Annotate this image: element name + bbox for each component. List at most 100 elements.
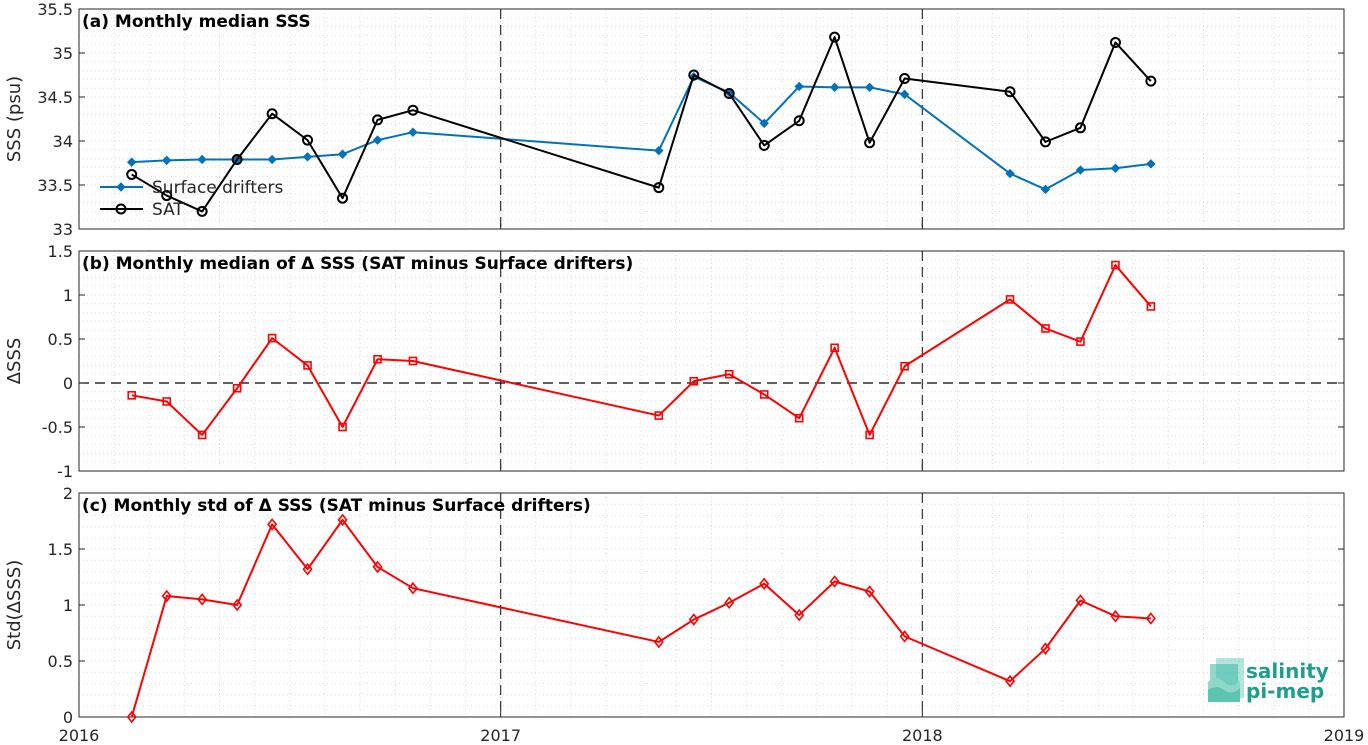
data-point (196, 205, 208, 217)
series-line (130, 518, 1151, 718)
x-tick-label: 2018 (902, 726, 943, 745)
data-point (865, 430, 874, 440)
data-point (864, 137, 876, 149)
data-point (1145, 75, 1157, 87)
salinity-pi-mep-logo-icon (1208, 658, 1244, 702)
data-point (1005, 295, 1015, 304)
data-point (337, 513, 348, 527)
data-point (197, 593, 208, 606)
data-point (302, 134, 314, 146)
y-tick-label: 0.5 (48, 330, 73, 349)
panel-c-monthly-std-delta-sss: 0 0.5 1 1.5 2 2016 2017 2018 2019 Std(ΔSSS) (c) Mo… (4, 484, 1364, 745)
data-point (303, 361, 312, 370)
y-tick-label: 34.5 (37, 88, 73, 107)
data-point (864, 82, 875, 93)
data-point (1074, 122, 1086, 134)
salinity-pi-mep-logo: salinity pi-mep (1208, 658, 1329, 703)
data-point (794, 413, 804, 423)
data-point (197, 154, 207, 165)
data-point (899, 630, 910, 643)
data-point (829, 575, 840, 588)
data-point (338, 422, 347, 432)
data-point (1146, 159, 1156, 169)
series-sat (126, 31, 1157, 217)
panel-title: (b) Monthly median of Δ SSS (SAT minus S… (82, 254, 633, 274)
y-tick-label: 1 (63, 286, 73, 305)
y-tick-label: 2 (63, 484, 73, 503)
data-point (1004, 86, 1016, 98)
y-tick-label: 1.5 (48, 540, 73, 559)
panel-title: (c) Monthly std of Δ SSS (SAT minus Surf… (82, 496, 591, 516)
logo-text-pi-mep: pi-mep (1246, 679, 1324, 703)
y-tick-label: 0.5 (48, 652, 73, 671)
data-point (1075, 165, 1086, 175)
panel-a-monthly-median-sss: 33 33.5 34 34.5 35 35.5 SSS (psu) (a) Monthly m… (4, 0, 1345, 239)
data-point (232, 383, 242, 393)
data-point (1039, 136, 1051, 148)
data-point (302, 562, 313, 576)
data-point (830, 343, 839, 353)
data-point (267, 154, 277, 165)
panel-title: (a) Monthly median SSS (82, 12, 311, 32)
data-point (1076, 337, 1085, 346)
data-point (372, 135, 383, 145)
logo-text-salinity: salinity (1246, 659, 1329, 683)
panel-b-monthly-median-delta-sss: -1 -0.5 0 0.5 1 1.5 ΔSSS (b) Monthly median of … (4, 242, 1345, 481)
data-point (1146, 302, 1156, 311)
data-point (899, 89, 910, 100)
data-point (1109, 36, 1121, 48)
y-tick-label: 33 (53, 220, 73, 239)
data-point (899, 73, 911, 85)
data-point (408, 127, 418, 137)
data-point (126, 710, 137, 724)
data-point (724, 596, 735, 610)
data-point (127, 391, 137, 400)
data-point (232, 598, 243, 612)
data-point (794, 608, 805, 622)
data-point (266, 108, 278, 120)
data-point (1111, 260, 1120, 270)
data-point (1005, 674, 1016, 688)
data-point (161, 589, 172, 603)
series-line (131, 264, 1152, 436)
legend-marker (116, 182, 126, 192)
legend-entry-label: Surface drifters (152, 178, 283, 198)
y-axis-label: SSS (psu) (4, 76, 25, 162)
data-point (654, 411, 664, 420)
plot-frame (78, 250, 1345, 472)
data-point (688, 69, 700, 81)
data-point (1005, 168, 1015, 179)
series-line (131, 36, 1152, 213)
data-point (162, 397, 172, 406)
x-tick-label: 2017 (480, 726, 521, 745)
legend-entry-label: SAT (152, 200, 184, 220)
data-point (724, 369, 734, 379)
data-point (759, 577, 770, 591)
data-point (161, 155, 172, 166)
data-point (794, 81, 804, 92)
data-point (267, 518, 278, 531)
plot-frame (78, 8, 1345, 230)
y-tick-label: 1.5 (48, 242, 73, 261)
y-tick-label: -0.5 (42, 418, 73, 437)
series-delta-sss (127, 260, 1156, 440)
data-point (302, 152, 313, 162)
data-point (759, 390, 769, 399)
data-point (372, 560, 383, 574)
data-point (372, 114, 384, 126)
data-point (126, 168, 138, 180)
data-point (1075, 594, 1086, 607)
data-point (373, 354, 382, 364)
data-point (759, 118, 769, 129)
data-point (1110, 163, 1121, 173)
x-tick-label: 2019 (1324, 726, 1365, 745)
data-point (1040, 184, 1051, 195)
grid (79, 9, 1344, 229)
y-tick-label: 35.5 (37, 0, 73, 19)
data-point (653, 182, 665, 194)
data-point (408, 356, 418, 366)
data-point (829, 31, 841, 43)
data-point (407, 581, 418, 595)
